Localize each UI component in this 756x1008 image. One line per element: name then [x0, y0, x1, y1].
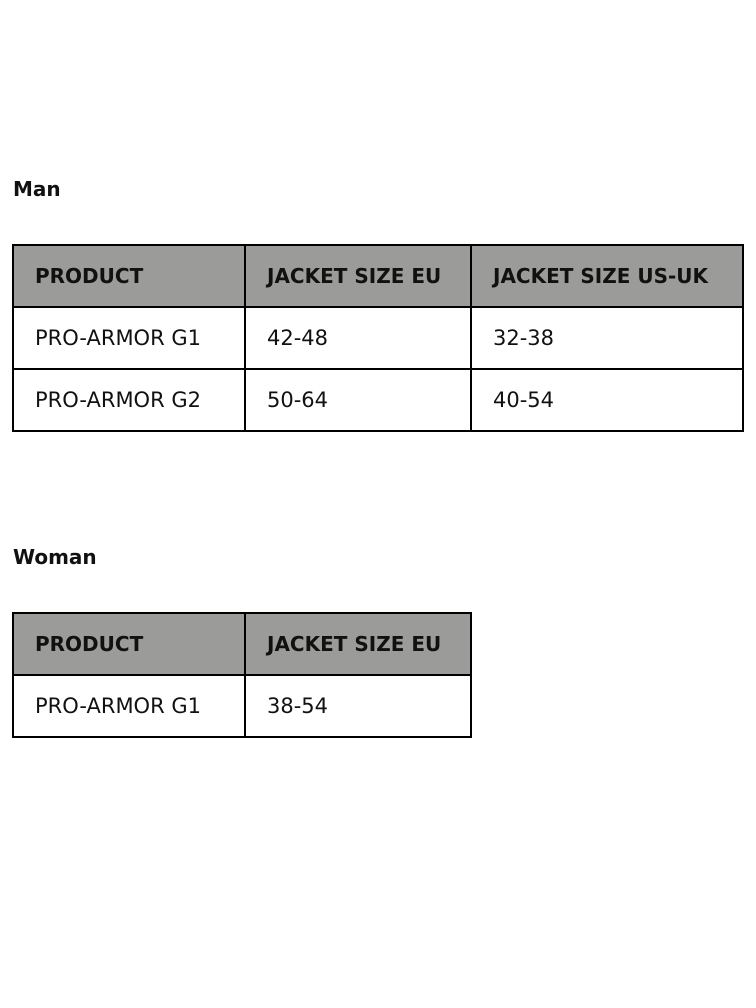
table-header-row: PRODUCT JACKET SIZE EU [12, 612, 472, 676]
cell-product: PRO-ARMOR G1 [12, 674, 246, 738]
woman-size-table: PRODUCT JACKET SIZE EU PRO-ARMOR G1 38-5… [12, 612, 472, 738]
woman-heading: Woman [13, 545, 97, 569]
man-size-table: PRODUCT JACKET SIZE EU JACKET SIZE US-UK… [12, 244, 744, 432]
cell-product: PRO-ARMOR G1 [12, 306, 246, 370]
header-product: PRODUCT [12, 244, 246, 308]
table-row: PRO-ARMOR G1 42-48 32-38 [12, 306, 744, 370]
cell-size-eu: 42-48 [244, 306, 472, 370]
header-product: PRODUCT [12, 612, 246, 676]
man-heading: Man [13, 177, 61, 201]
cell-size-us-uk: 40-54 [470, 368, 744, 432]
header-jacket-size-eu: JACKET SIZE EU [244, 612, 472, 676]
header-jacket-size-eu: JACKET SIZE EU [244, 244, 472, 308]
table-header-row: PRODUCT JACKET SIZE EU JACKET SIZE US-UK [12, 244, 744, 308]
cell-size-eu: 38-54 [244, 674, 472, 738]
cell-product: PRO-ARMOR G2 [12, 368, 246, 432]
cell-size-us-uk: 32-38 [470, 306, 744, 370]
table-row: PRO-ARMOR G2 50-64 40-54 [12, 368, 744, 432]
header-jacket-size-us-uk: JACKET SIZE US-UK [470, 244, 744, 308]
table-row: PRO-ARMOR G1 38-54 [12, 674, 472, 738]
cell-size-eu: 50-64 [244, 368, 472, 432]
